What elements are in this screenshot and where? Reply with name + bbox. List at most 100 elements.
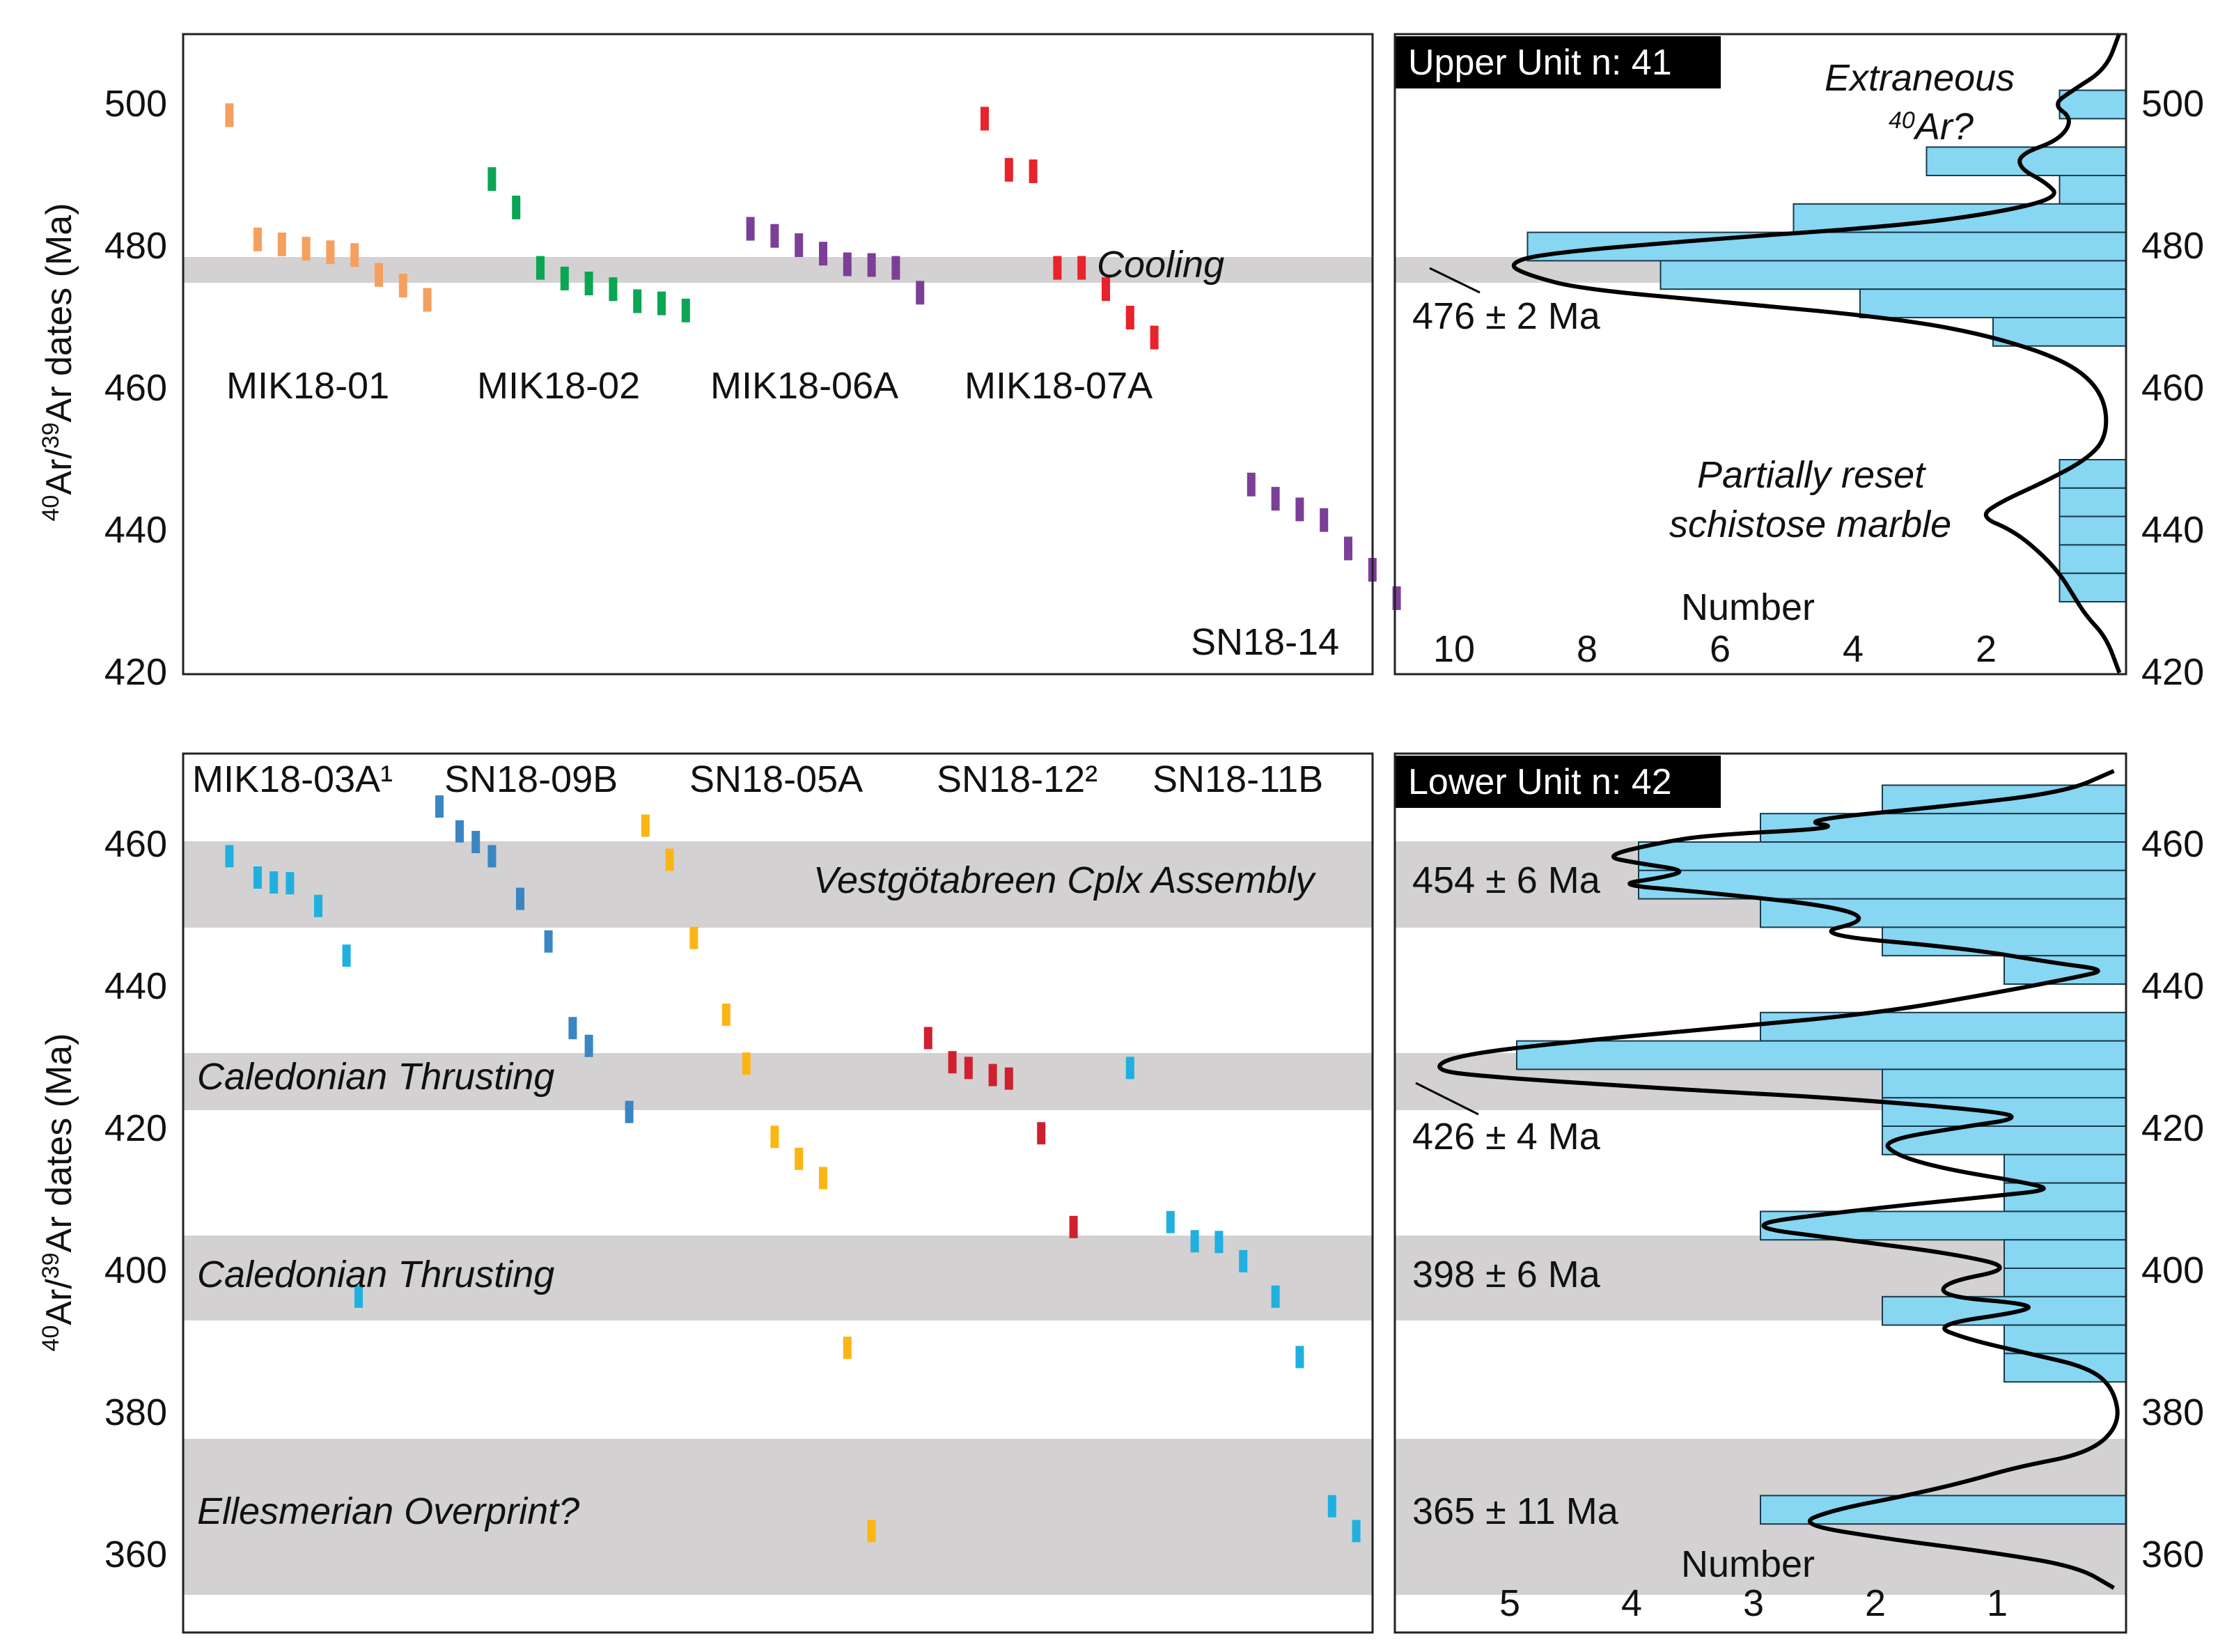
hist-x-tick-4b: 4 [1621, 1582, 1642, 1624]
date-mark-sn18-09b-1 [455, 820, 464, 843]
band-label-caledonian-2: Caledonian Thrusting [197, 1254, 554, 1295]
date-mark-sn18-12--1 [948, 1051, 957, 1074]
date-mark-sn18-14-4 [1344, 536, 1352, 561]
date-mark-sn18-09b-4 [516, 887, 524, 910]
date-mark-mik18-03a--0 [225, 845, 234, 868]
date-mark-mik18-02-0 [487, 167, 497, 192]
date-mark-sn18-05a-1 [665, 848, 674, 871]
bottom-histogram-panel: Lower Unit n: 42 454 ± 6 Ma 426 ± 4 Ma 3… [1393, 752, 2204, 1634]
histogram-bin-400-404 [2003, 1239, 2127, 1269]
right-y-tick-460b: 460 [2141, 823, 2204, 865]
estimate-365: 365 ± 11 Ma [1412, 1490, 1619, 1532]
histogram-bin-416-420 [1882, 1125, 2127, 1155]
histogram-bin-470-474 [1859, 288, 2127, 319]
bottom-y-axis-title: 40Ar/39Ar dates (Ma) [38, 1033, 79, 1351]
right-y-tick-500: 500 [2141, 83, 2204, 125]
date-mark-sn18-09b-3 [487, 845, 497, 868]
date-mark-mik18-07a-7 [1150, 325, 1159, 350]
hist-x-tick-5: 5 [1499, 1582, 1520, 1624]
date-mark-mik18-06a-1 [770, 224, 779, 248]
date-mark-mik18-01-6 [375, 263, 383, 287]
date-mark-sn18-12--4 [1004, 1067, 1013, 1090]
date-mark-mik18-07a-5 [1102, 277, 1110, 302]
date-mark-mik18-07a-0 [981, 107, 989, 131]
date-mark-sn18-12--2 [964, 1057, 973, 1080]
date-mark-mik18-07a-2 [1029, 159, 1038, 183]
date-mark-mik18-01-4 [326, 240, 335, 265]
annotation-partially-reset: Partially reset [1697, 454, 1926, 496]
top-y-axis-title: 40Ar/39Ar dates (Ma) [38, 203, 79, 521]
date-mark-mik18-03a--1 [253, 866, 262, 889]
band-ellesmerian [183, 1439, 1373, 1595]
date-mark-mik18-01-8 [423, 288, 432, 312]
estimate-leader-426 [1415, 1082, 1479, 1116]
right-y-tick-380b: 380 [2141, 1392, 2204, 1433]
date-mark-sn18-11b-5 [1271, 1285, 1280, 1308]
date-mark-sn18-05a-0 [641, 814, 650, 837]
histogram-bin-438-442 [2059, 515, 2127, 546]
y-tick-400b: 400 [104, 1249, 167, 1291]
histogram-bin-396-400 [2003, 1268, 2127, 1298]
top-left-y-ticks: 500 480 460 440 420 [104, 83, 167, 693]
band-vestgotabreen [183, 841, 1373, 928]
date-mark-sn18-09b-8 [625, 1100, 634, 1123]
date-mark-sn18-12--0 [923, 1027, 932, 1050]
hist-x-tick-1: 1 [1987, 1582, 2008, 1624]
bottom-hist-xlabel: Number [1681, 1543, 1815, 1585]
date-mark-sn18-11b-4 [1239, 1249, 1248, 1272]
date-mark-mik18-01-5 [350, 243, 359, 267]
date-mark-sn18-09b-2 [471, 831, 481, 853]
date-mark-mik18-02-3 [560, 266, 569, 290]
histogram-bin-424-428 [1882, 1068, 2127, 1099]
sample-label-mik18-07a: MIK18-07A [964, 365, 1153, 407]
sample-label-mik18-06a: MIK18-06A [710, 365, 898, 407]
date-mark-mik18-06a-5 [867, 253, 876, 277]
top-hist-xlabel: Number [1681, 586, 1815, 628]
y-tick-480: 480 [104, 225, 167, 267]
date-mark-mik18-06a-0 [746, 217, 755, 241]
bottom-scatter-marks [225, 795, 1361, 1543]
bottom-histogram-frame [1393, 752, 2127, 1634]
date-mark-mik18-01-1 [253, 227, 262, 251]
histogram-bin-444-448 [1882, 926, 2127, 957]
date-mark-mik18-07a-4 [1077, 256, 1086, 280]
y-tick-460b: 460 [104, 823, 167, 865]
right-y-tick-420b: 420 [2141, 1107, 2204, 1149]
date-mark-mik18-06a-4 [843, 252, 852, 276]
lower-unit-label: Lower Unit n: 42 [1408, 762, 1672, 802]
right-y-tick-420: 420 [2141, 651, 2204, 693]
upper-unit-label-bg [1395, 36, 1721, 88]
band-label-ellesmerian: Ellesmerian Overprint? [197, 1490, 579, 1532]
date-mark-mik18-03a--4 [314, 894, 322, 917]
y-tick-420: 420 [104, 651, 167, 693]
sample-label-sn18-12: SN18-12² [937, 758, 1098, 800]
right-y-tick-440b: 440 [2141, 965, 2204, 1007]
upper-unit-label: Upper Unit n: 41 [1408, 42, 1672, 83]
annotation-schistose-marble: schistose marble [1669, 504, 1951, 545]
histogram-bin-448-452 [1760, 898, 2127, 928]
date-mark-sn18-12--3 [988, 1063, 997, 1086]
date-mark-sn18-14-1 [1271, 487, 1280, 511]
bottom-scatter-frame [182, 752, 1374, 1634]
date-mark-mik18-06a-2 [795, 233, 804, 257]
date-mark-sn18-09b-0 [435, 795, 444, 818]
y-tick-500: 500 [104, 83, 167, 125]
bottom-left-y-ticks: 460 440 420 400 380 360 [104, 823, 167, 1575]
right-y-tick-400b: 400 [2141, 1249, 2204, 1291]
histogram-bin-486-490 [2059, 175, 2127, 205]
date-mark-mik18-03a--2 [270, 871, 279, 894]
bottom-right-y-ticks: 460 440 420 400 380 360 [2141, 823, 2204, 1575]
right-y-tick-360b: 360 [2141, 1534, 2204, 1575]
histogram-bin-384-388 [2003, 1353, 2127, 1383]
annotation-40ar: 40Ar? [1889, 106, 1974, 148]
date-mark-mik18-03a--6 [354, 1285, 363, 1308]
top-scatter-panel: Cooling MIK18-01 MIK18-02 MIK18-06A MIK1… [38, 33, 1401, 693]
date-mark-sn18-05a-8 [843, 1337, 852, 1359]
date-mark-mik18-06a-7 [916, 281, 925, 305]
date-mark-mik18-06a-3 [819, 242, 827, 266]
y-tick-360b: 360 [104, 1534, 167, 1575]
top-right-y-ticks: 500 480 460 440 420 [2141, 83, 2204, 693]
histogram-bin-474-478 [1659, 260, 2127, 290]
annotation-extraneous: Extraneous [1825, 57, 2015, 99]
